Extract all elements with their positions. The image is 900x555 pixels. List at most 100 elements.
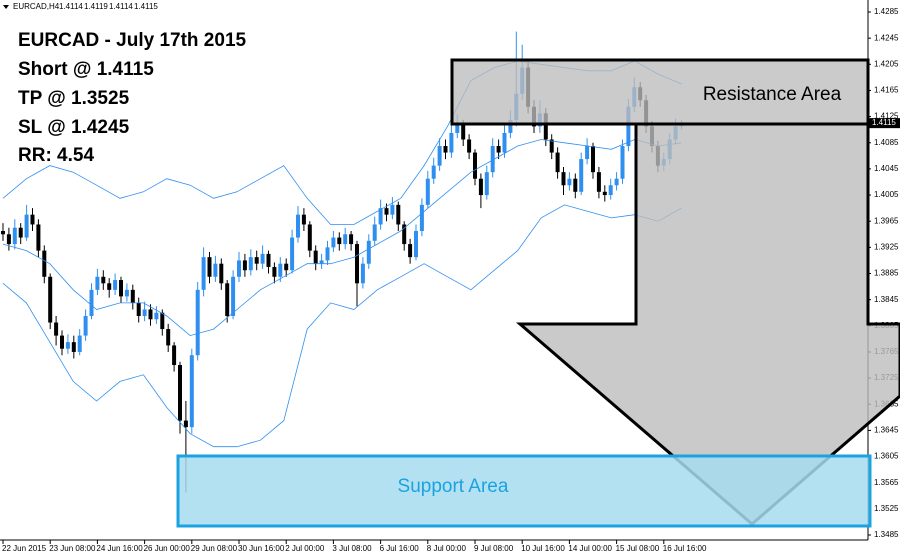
candle-body xyxy=(384,208,389,215)
candle-body xyxy=(36,224,41,251)
candle-body xyxy=(596,172,601,192)
y-tick-label: 1.3565 xyxy=(874,478,899,487)
x-tick-label: 22 Jun 2015 xyxy=(2,544,47,553)
candle-body xyxy=(478,178,483,196)
candle-body xyxy=(443,146,448,153)
candle-body xyxy=(337,237,342,245)
candle-body xyxy=(378,208,383,225)
support-box xyxy=(176,454,872,528)
trade-notes: EURCAD - July 17th 2015 Short @ 1.4115 T… xyxy=(18,30,247,166)
candle-body xyxy=(254,257,259,264)
y-tick-label: 1.3605 xyxy=(874,452,899,461)
candle-body xyxy=(1,231,5,235)
y-tick-label: 1.3645 xyxy=(874,426,899,435)
candle-body xyxy=(166,329,171,346)
candle-body xyxy=(307,224,312,251)
candle-body xyxy=(266,253,271,267)
candle-body xyxy=(248,257,253,271)
candle-body xyxy=(372,224,377,241)
candle-body xyxy=(543,113,548,140)
candle-body xyxy=(331,237,336,248)
candle-body xyxy=(567,178,572,186)
x-tick-label: 26 Jun 00:00 xyxy=(144,544,191,553)
y-tick-label: 1.4045 xyxy=(874,164,899,173)
candle-body xyxy=(455,123,460,133)
candle-body xyxy=(549,139,554,153)
note: SL @ 1.4245 xyxy=(18,117,130,138)
y-tick-label: 1.4165 xyxy=(874,86,899,95)
candle-body xyxy=(89,289,94,316)
candle-body xyxy=(355,244,359,284)
candle-body xyxy=(119,280,123,297)
candle-body xyxy=(602,191,607,196)
short-arrow xyxy=(515,122,900,526)
candle-body xyxy=(366,240,371,264)
x-tick-label: 30 Jun 16:00 xyxy=(238,544,285,553)
candle-body xyxy=(473,152,477,179)
candle-body xyxy=(419,204,424,232)
header: EURCAD,H4 1.4114 1.4119 1.4114 1.4115 xyxy=(3,2,158,11)
x-tick-label: 23 Jun 08:00 xyxy=(49,544,96,553)
candle-body xyxy=(6,234,11,245)
candle-body xyxy=(449,132,454,153)
x-tick-label: 2 Jul 00:00 xyxy=(285,544,325,553)
resistance-label: Resistance Area xyxy=(703,84,842,105)
candle-body xyxy=(160,312,165,330)
candle-body xyxy=(95,276,100,290)
candle-body xyxy=(189,355,194,428)
candle-body xyxy=(260,253,265,264)
candle-body xyxy=(319,260,324,264)
x-tick-label: 14 Jul 00:00 xyxy=(568,544,612,553)
menu-triangle xyxy=(3,5,9,9)
candle-body xyxy=(107,283,112,290)
candle-body xyxy=(343,234,348,245)
candle-body xyxy=(272,266,277,277)
candle-body xyxy=(178,365,182,421)
candle-body xyxy=(54,322,59,336)
candle-body xyxy=(431,165,436,179)
candle-body xyxy=(490,146,495,173)
x-tick-label: 3 Jul 08:00 xyxy=(332,544,372,553)
candle-body xyxy=(48,276,53,323)
x-tick-label: 29 Jun 08:00 xyxy=(191,544,238,553)
candle-body xyxy=(207,257,212,277)
candle-body xyxy=(213,263,218,277)
y-tick-label: 1.4085 xyxy=(874,138,899,147)
candle-body xyxy=(172,345,177,366)
candle-body xyxy=(18,227,23,238)
y-tick-label: 1.3965 xyxy=(874,216,899,225)
candle-body xyxy=(390,204,395,215)
candle-body xyxy=(301,214,306,225)
y-tick-label: 1.3845 xyxy=(874,295,899,304)
y-tick-label: 1.4245 xyxy=(874,33,899,42)
candle-body xyxy=(508,119,513,133)
candle-body xyxy=(77,335,82,352)
candle-body xyxy=(242,260,247,271)
quote-open: 1.4114 xyxy=(59,2,83,11)
y-tick-label: 1.3885 xyxy=(874,269,899,278)
support-label: Support Area xyxy=(398,476,509,497)
x-tick-label: 15 Jul 08:00 xyxy=(616,544,660,553)
candle-body xyxy=(142,309,147,316)
candle-body xyxy=(12,227,17,245)
candle-body xyxy=(24,214,29,238)
candle-body xyxy=(561,172,566,186)
candle-body xyxy=(231,276,236,316)
candle-body xyxy=(124,289,129,297)
candle-body xyxy=(620,146,625,179)
quote-high: 1.4119 xyxy=(84,2,108,11)
y-tick-label: 1.3525 xyxy=(874,504,899,513)
candle-body xyxy=(555,152,560,173)
candle-body xyxy=(130,289,135,303)
candle-body xyxy=(349,234,354,245)
candle-body xyxy=(296,214,300,238)
candle-body xyxy=(626,106,631,147)
candle-body xyxy=(237,260,241,277)
x-tick-label: 9 Jul 08:00 xyxy=(474,544,514,553)
candle-body xyxy=(360,263,365,284)
x-tick-label: 10 Jul 16:00 xyxy=(521,544,565,553)
band-line xyxy=(2,139,682,337)
y-tick-label: 1.4285 xyxy=(874,7,899,16)
candle-body xyxy=(83,315,88,336)
